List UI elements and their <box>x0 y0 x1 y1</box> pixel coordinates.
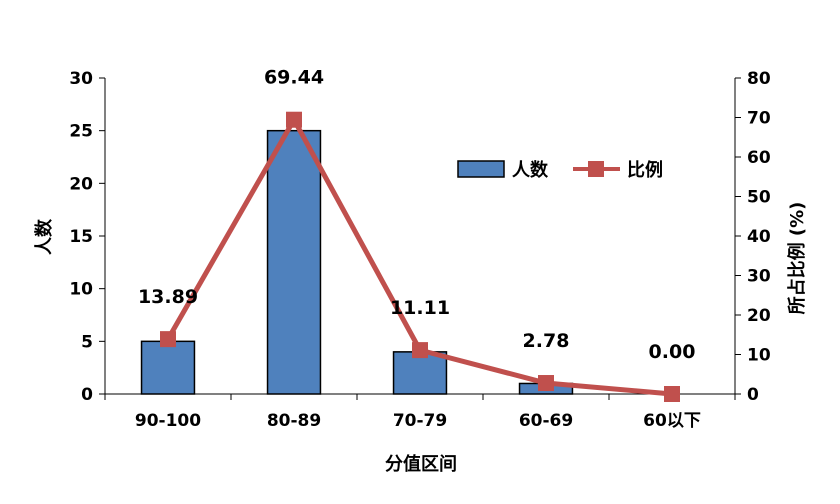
data-label: 13.89 <box>138 286 198 308</box>
y-right-tick-label: 0 <box>747 385 759 405</box>
legend-label-line: 比例 <box>627 159 663 181</box>
line-marker <box>664 386 680 402</box>
line-marker <box>286 111 302 128</box>
bar-series <box>140 129 574 395</box>
legend: 人数 比例 <box>457 159 663 181</box>
x-axis-title: 分值区间 <box>385 453 457 475</box>
line-marker <box>538 375 554 392</box>
y-right-tick-label: 70 <box>747 109 771 129</box>
y-right-tick-label: 40 <box>747 227 771 247</box>
y-right-tick-label: 80 <box>747 69 771 89</box>
y-left-tick-label: 10 <box>69 280 93 300</box>
y-left-tick-label: 20 <box>69 174 93 194</box>
data-label: 69.44 <box>264 67 324 89</box>
y-right-tick-label: 60 <box>747 148 771 168</box>
y-left-tick-label: 15 <box>69 227 93 247</box>
y-right-tick-label: 30 <box>747 267 771 287</box>
legend-swatch-marker <box>588 161 604 177</box>
legend-label-bar: 人数 <box>512 159 549 181</box>
bar <box>266 129 322 395</box>
y-axis-right-title: 所占比例 (%) <box>786 202 808 315</box>
x-tick-label: 60以下 <box>643 411 701 431</box>
legend-swatch-bar <box>457 160 505 178</box>
data-label: 0.00 <box>649 341 696 363</box>
data-labels: 13.89 69.44 11.11 2.78 0.00 <box>138 67 696 363</box>
bar <box>392 351 448 395</box>
y-left-tick-label: 25 <box>69 122 93 142</box>
y-left-tick-label: 5 <box>81 332 93 352</box>
line-series <box>160 111 680 402</box>
line-marker <box>160 331 176 348</box>
y-axis-left-title: 人数 <box>33 218 55 255</box>
y-right-tick-label: 20 <box>747 306 771 326</box>
line-marker <box>412 342 428 359</box>
data-label: 2.78 <box>523 330 570 352</box>
bar <box>140 340 196 395</box>
y-left-tick-label: 0 <box>81 385 93 405</box>
data-label: 11.11 <box>390 297 450 319</box>
x-tick-label: 60-69 <box>519 411 573 431</box>
x-tick-label: 70-79 <box>393 411 447 431</box>
y-left-tick-label: 30 <box>69 69 93 89</box>
x-tick-label: 80-89 <box>267 411 321 431</box>
y-right-tick-label: 50 <box>747 188 771 208</box>
x-tick-label: 90-100 <box>135 411 201 431</box>
axes: 0 5 10 15 20 25 30 0 10 20 30 40 50 60 70 80 90-100 80-89… <box>69 69 771 431</box>
y-right-tick-label: 10 <box>747 346 771 366</box>
